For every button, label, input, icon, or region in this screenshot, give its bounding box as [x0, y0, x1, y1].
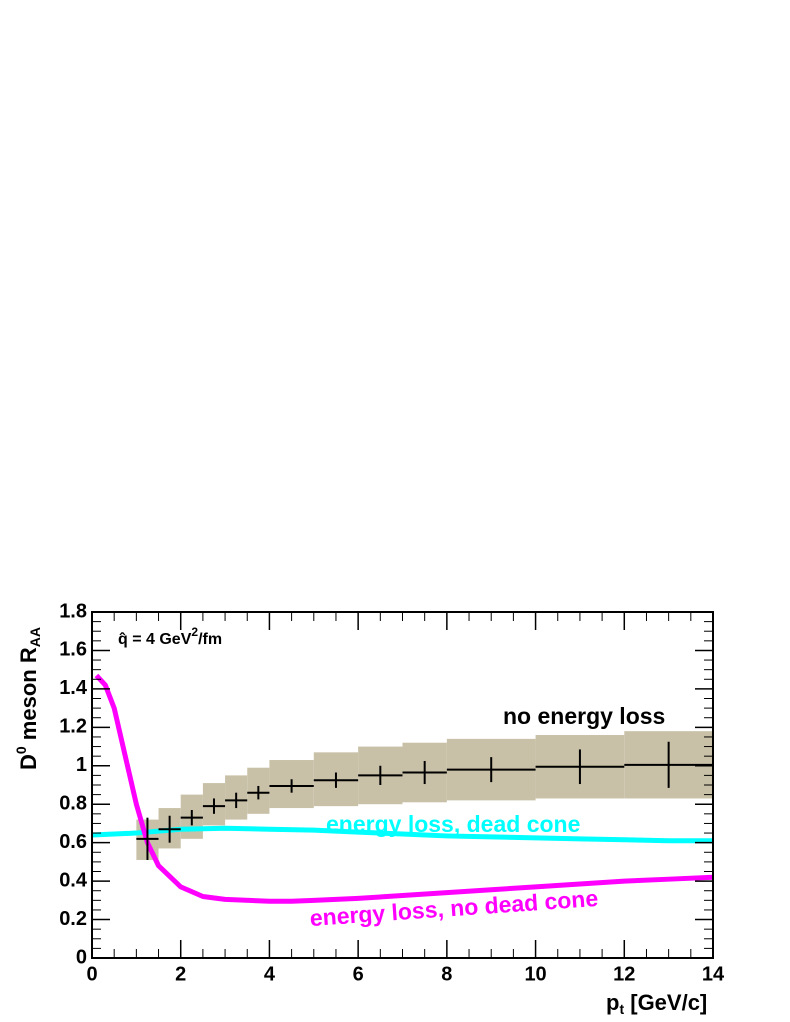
measurement-label: no energy loss	[503, 703, 665, 729]
y-label-text: D	[16, 754, 41, 770]
y-tick-label: 0.8	[59, 793, 87, 815]
y-label-text: meson R	[16, 647, 41, 746]
x-label-sub: t	[619, 1001, 624, 1017]
x-label-text: [GeV/c]	[624, 990, 707, 1015]
annotation-sup: 2	[191, 625, 198, 639]
y-tick-label: 0.6	[59, 831, 87, 853]
curve	[94, 673, 714, 904]
y-tick-label: 0	[76, 946, 87, 968]
series-label: energy loss, dead cone	[326, 811, 580, 837]
y-tick-label: 1	[76, 754, 87, 776]
annotation-text: /fm	[198, 631, 222, 648]
annotation-text: q̂ = 4 GeV	[118, 631, 192, 648]
y-tick-label: 1.6	[59, 639, 87, 661]
y-tick-label: 1.4	[59, 677, 88, 699]
y-tick-label: 0.4	[59, 869, 88, 891]
x-tick-label: 12	[613, 963, 635, 985]
x-tick-label: 10	[524, 963, 546, 985]
y-axis-label: D0 meson RAA	[13, 627, 43, 770]
x-axis-label: pt [GeV/c]	[606, 990, 707, 1017]
x-tick-label: 2	[175, 963, 186, 985]
y-label-sup: 0	[13, 746, 29, 754]
x-label-text: p	[606, 990, 619, 1015]
x-tick-label: 6	[353, 963, 364, 985]
x-tick-label: 0	[86, 963, 97, 985]
curve	[91, 825, 713, 844]
y-tick-label: 1.8	[59, 600, 87, 622]
annotation: q̂ = 4 GeV2/fm	[118, 625, 222, 648]
y-tick-label: 0.2	[59, 908, 87, 930]
x-tick-label: 8	[441, 963, 452, 985]
x-tick-label: 14	[702, 963, 725, 985]
x-tick-label: 4	[264, 963, 276, 985]
y-tick-label: 1.2	[59, 716, 87, 738]
plot: 0 0.2 0.4 0.6 0.8 1 1.2 1.4 1.6 1.8 0 2 4 6 8 10 12 14	[59, 600, 725, 985]
y-label-sub: AA	[27, 627, 43, 647]
